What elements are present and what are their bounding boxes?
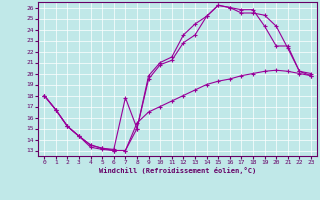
X-axis label: Windchill (Refroidissement éolien,°C): Windchill (Refroidissement éolien,°C) bbox=[99, 167, 256, 174]
